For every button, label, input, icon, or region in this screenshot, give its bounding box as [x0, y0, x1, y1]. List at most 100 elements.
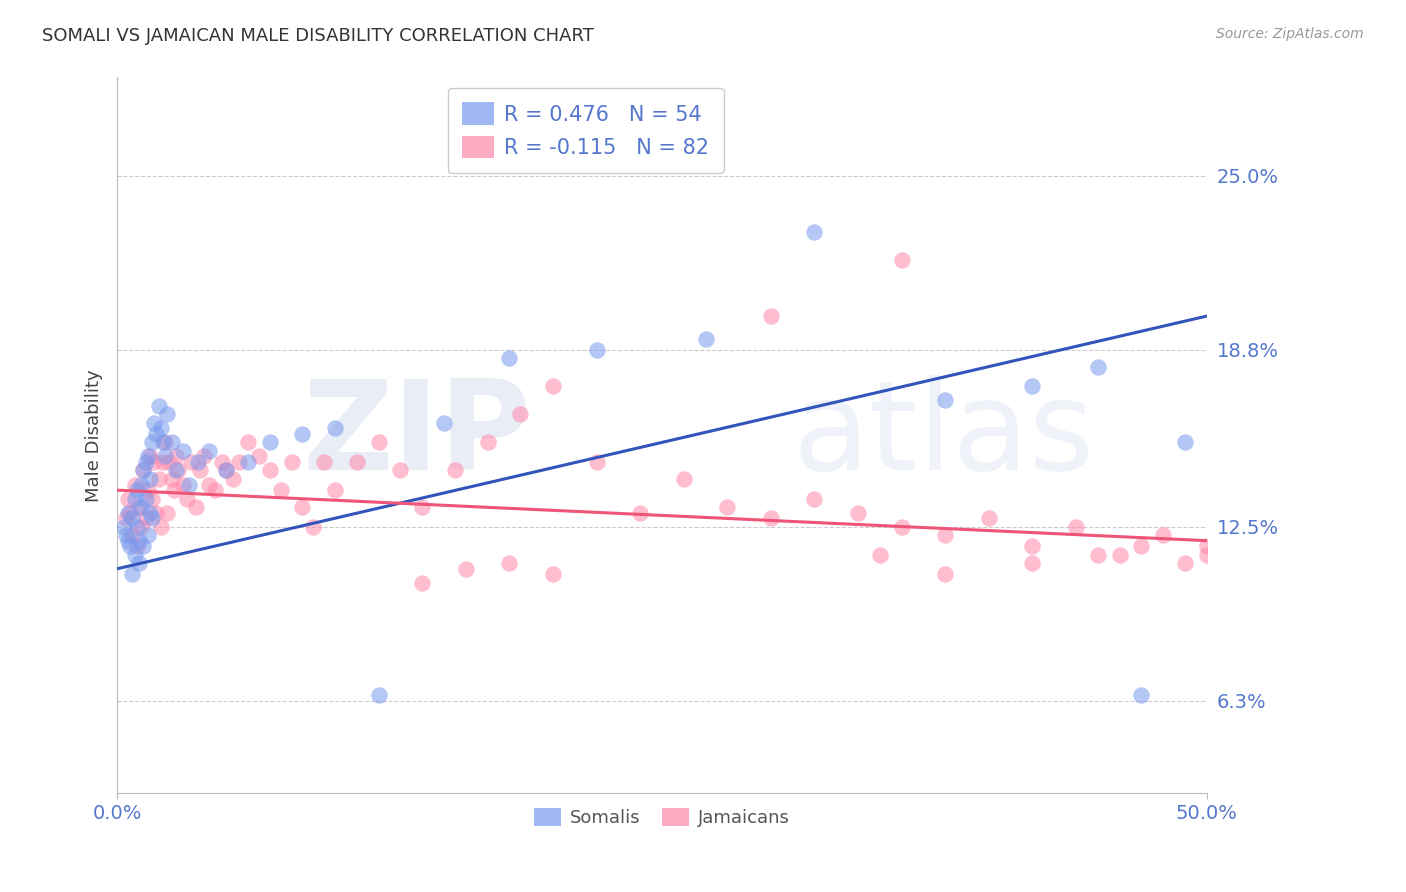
Point	[211, 455, 233, 469]
Point	[148, 399, 170, 413]
Point	[215, 463, 238, 477]
Point	[977, 511, 1000, 525]
Point	[121, 567, 143, 582]
Point	[145, 506, 167, 520]
Point	[1195, 539, 1218, 553]
Point	[145, 427, 167, 442]
Point	[314, 455, 336, 469]
Point	[120, 539, 142, 553]
Point	[136, 450, 159, 464]
Point	[115, 511, 138, 525]
Point	[124, 548, 146, 562]
Point	[159, 455, 181, 469]
Point	[291, 500, 314, 514]
Point	[221, 472, 243, 486]
Point	[134, 455, 156, 469]
Point	[180, 455, 202, 469]
Point	[124, 491, 146, 506]
Point	[125, 483, 148, 497]
Point	[128, 533, 150, 548]
Point	[193, 450, 215, 464]
Point	[695, 332, 717, 346]
Point	[143, 416, 166, 430]
Point	[628, 506, 651, 520]
Point	[188, 463, 211, 477]
Point	[1152, 528, 1174, 542]
Point	[132, 539, 155, 553]
Point	[148, 472, 170, 486]
Point	[498, 351, 520, 366]
Point	[934, 393, 956, 408]
Point	[204, 483, 226, 497]
Point	[128, 556, 150, 570]
Text: ZIP: ZIP	[302, 375, 531, 496]
Point	[846, 506, 869, 520]
Point	[132, 463, 155, 477]
Point	[120, 506, 142, 520]
Point	[444, 463, 467, 477]
Point	[125, 539, 148, 553]
Point	[163, 483, 186, 497]
Point	[1021, 539, 1043, 553]
Point	[153, 450, 176, 464]
Point	[367, 688, 389, 702]
Legend: Somalis, Jamaicans: Somalis, Jamaicans	[526, 801, 797, 834]
Point	[156, 506, 179, 520]
Point	[136, 528, 159, 542]
Point	[134, 491, 156, 506]
Text: Source: ZipAtlas.com: Source: ZipAtlas.com	[1216, 27, 1364, 41]
Point	[160, 472, 183, 486]
Point	[1021, 379, 1043, 393]
Point	[1087, 548, 1109, 562]
Point	[136, 483, 159, 497]
Point	[509, 408, 531, 422]
Point	[541, 379, 564, 393]
Point	[117, 506, 139, 520]
Point	[117, 533, 139, 548]
Point	[156, 408, 179, 422]
Point	[302, 519, 325, 533]
Point	[129, 477, 152, 491]
Point	[389, 463, 412, 477]
Point	[346, 455, 368, 469]
Point	[139, 506, 162, 520]
Point	[184, 500, 207, 514]
Point	[1130, 688, 1153, 702]
Point	[803, 225, 825, 239]
Point	[236, 435, 259, 450]
Point	[869, 548, 891, 562]
Point	[115, 528, 138, 542]
Point	[541, 567, 564, 582]
Point	[259, 435, 281, 450]
Point	[139, 472, 162, 486]
Point	[160, 435, 183, 450]
Point	[1064, 519, 1087, 533]
Point	[236, 455, 259, 469]
Point	[367, 435, 389, 450]
Point	[1087, 359, 1109, 374]
Point	[141, 435, 163, 450]
Point	[323, 421, 346, 435]
Point	[187, 455, 209, 469]
Point	[197, 477, 219, 491]
Point	[259, 463, 281, 477]
Point	[323, 483, 346, 497]
Point	[172, 477, 194, 491]
Point	[228, 455, 250, 469]
Point	[121, 511, 143, 525]
Point	[134, 511, 156, 525]
Point	[141, 491, 163, 506]
Point	[1021, 556, 1043, 570]
Point	[585, 455, 607, 469]
Point	[411, 500, 433, 514]
Point	[139, 450, 162, 464]
Y-axis label: Male Disability: Male Disability	[86, 369, 103, 501]
Point	[280, 455, 302, 469]
Text: atlas: atlas	[793, 375, 1095, 496]
Point	[454, 562, 477, 576]
Point	[112, 519, 135, 533]
Point	[1174, 435, 1197, 450]
Point	[803, 491, 825, 506]
Point	[934, 528, 956, 542]
Point	[498, 556, 520, 570]
